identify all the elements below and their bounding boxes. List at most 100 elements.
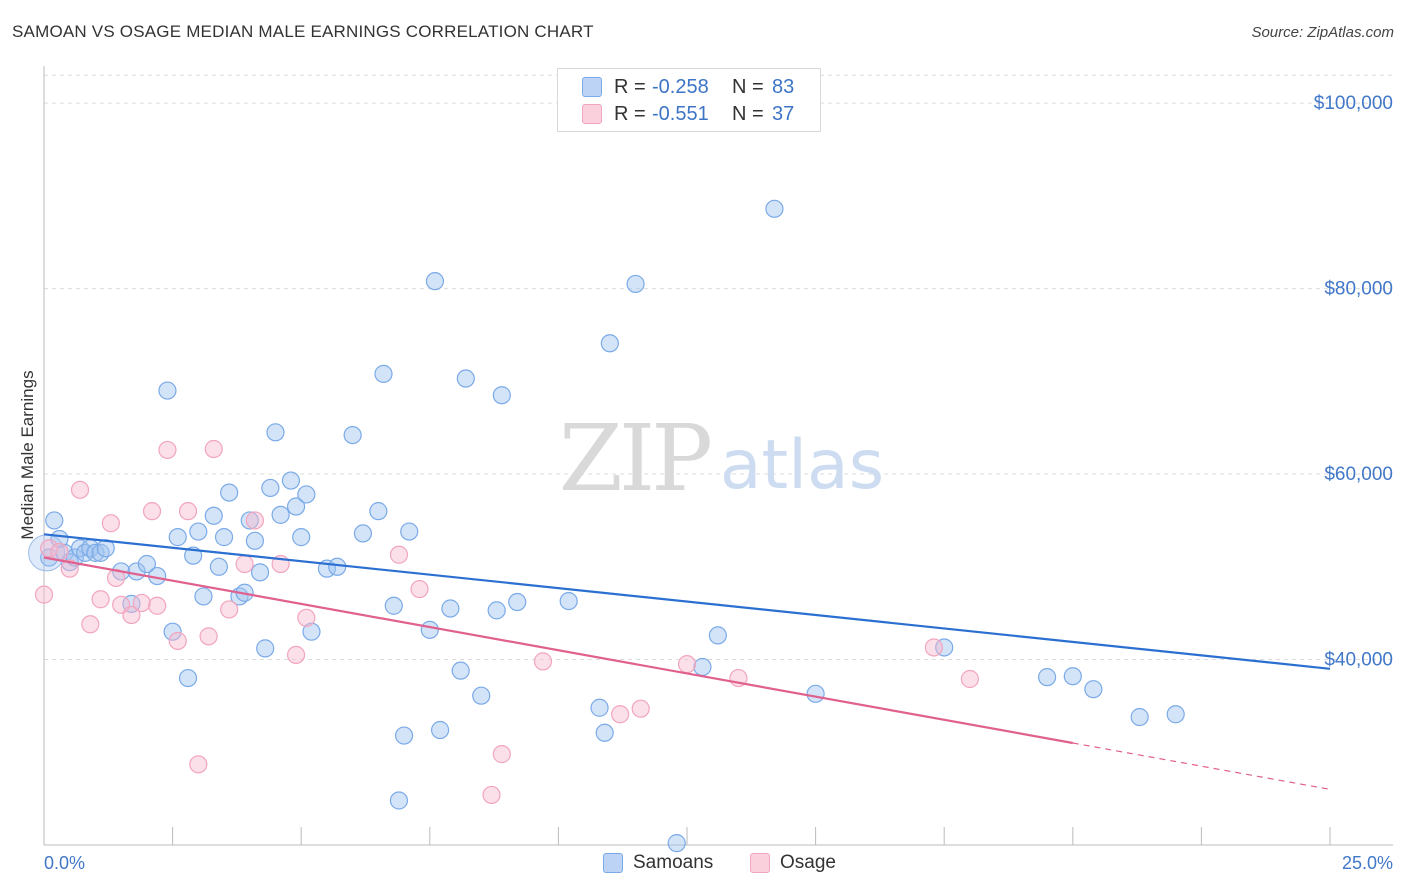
data-point-samoans bbox=[168, 528, 187, 547]
trend-line-osage-extension bbox=[1072, 742, 1331, 790]
data-point-samoans bbox=[343, 425, 362, 445]
data-point-osage bbox=[50, 542, 69, 562]
trend-line-osage bbox=[43, 556, 1073, 745]
data-point-samoans bbox=[271, 505, 290, 524]
trend-lines bbox=[43, 533, 1331, 790]
data-point-osage bbox=[101, 514, 120, 533]
data-point-osage bbox=[482, 785, 501, 805]
data-point-samoans bbox=[220, 483, 239, 502]
data-point-osage bbox=[189, 755, 208, 774]
series-samoans-points bbox=[28, 199, 1185, 853]
legend-item-samoans[interactable]: Samoans bbox=[603, 852, 713, 874]
data-point-samoans bbox=[158, 381, 177, 400]
data-point-osage bbox=[91, 590, 110, 609]
data-point-osage bbox=[533, 652, 553, 671]
data-point-osage bbox=[34, 585, 54, 604]
data-point-samoans bbox=[389, 791, 409, 810]
data-point-osage bbox=[410, 579, 429, 599]
data-point-osage bbox=[178, 502, 198, 521]
data-point-samoans bbox=[292, 528, 311, 547]
data-point-samoans bbox=[240, 511, 259, 530]
data-point-samoans bbox=[209, 557, 228, 576]
legend-label-samoans: Samoans bbox=[633, 852, 714, 873]
legend-swatch-osage bbox=[750, 853, 770, 873]
x-tick-label-max: 25.0% bbox=[1342, 853, 1393, 873]
data-point-osage bbox=[297, 608, 316, 627]
data-point-samoans bbox=[189, 522, 208, 541]
legend-n-value: 83 bbox=[772, 75, 795, 98]
data-point-samoans bbox=[487, 601, 506, 620]
data-point-samoans bbox=[394, 726, 414, 745]
data-point-samoans bbox=[693, 657, 712, 677]
legend-label-osage: Osage bbox=[780, 852, 836, 873]
data-point-samoans bbox=[328, 557, 347, 576]
data-point-samoans bbox=[508, 592, 527, 612]
data-point-osage bbox=[677, 655, 697, 674]
data-point-samoans bbox=[204, 506, 223, 525]
data-point-samoans bbox=[425, 272, 445, 291]
data-point-samoans bbox=[935, 638, 954, 657]
data-point-samoans bbox=[626, 274, 645, 294]
data-point-samoans bbox=[266, 423, 285, 442]
data-point-samoans bbox=[250, 563, 270, 582]
data-point-osage bbox=[40, 539, 59, 558]
data-point-samoans bbox=[420, 620, 439, 639]
series-osage-points bbox=[34, 439, 980, 805]
data-point-samoans bbox=[1130, 707, 1149, 727]
data-point-osage bbox=[220, 600, 239, 619]
watermark-atlas: atlas bbox=[720, 426, 884, 505]
x-tick-label-min: 0.0% bbox=[44, 853, 85, 873]
legend-item-osage[interactable]: Osage bbox=[750, 852, 836, 874]
data-point-samoans bbox=[806, 684, 825, 703]
legend-r-value: -0.258 bbox=[652, 75, 709, 98]
data-point-samoans bbox=[261, 478, 280, 498]
data-point-samoans bbox=[451, 661, 470, 680]
data-point-samoans bbox=[600, 334, 619, 353]
data-point-samoans bbox=[492, 386, 511, 405]
source-label: Source: ZipAtlas.com bbox=[1251, 24, 1394, 41]
data-point-samoans bbox=[765, 199, 784, 218]
data-point-samoans bbox=[245, 531, 265, 550]
watermark-zip: ZIP bbox=[559, 405, 710, 512]
data-point-osage bbox=[286, 645, 306, 664]
legend-r-value: -0.551 bbox=[652, 102, 709, 125]
data-point-osage bbox=[148, 596, 167, 615]
legend-n-label: N = bbox=[732, 75, 764, 98]
data-point-samoans bbox=[559, 591, 578, 611]
data-point-osage bbox=[960, 669, 980, 689]
data-point-samoans bbox=[353, 524, 373, 543]
data-point-samoans bbox=[384, 596, 403, 615]
data-point-samoans bbox=[441, 599, 460, 618]
data-point-samoans bbox=[667, 834, 686, 853]
y-tick-label: $80,000 bbox=[1324, 279, 1393, 300]
legend-n-label: N = bbox=[732, 102, 764, 125]
data-point-samoans bbox=[472, 686, 491, 705]
watermark: ZIP atlas bbox=[559, 405, 884, 512]
data-point-samoans bbox=[256, 639, 275, 658]
legend-r-label: R = bbox=[614, 102, 646, 125]
data-point-osage bbox=[631, 699, 650, 718]
legend-swatch-osage bbox=[582, 104, 602, 124]
data-point-osage bbox=[132, 593, 151, 613]
data-point-samoans bbox=[369, 502, 388, 521]
data-point-osage bbox=[204, 439, 223, 459]
data-point-samoans bbox=[178, 668, 198, 688]
data-point-samoans bbox=[286, 497, 306, 516]
data-point-samoans bbox=[1037, 668, 1057, 687]
data-point-samoans bbox=[1084, 680, 1103, 699]
data-point-osage bbox=[924, 638, 944, 657]
data-point-osage bbox=[158, 440, 177, 460]
data-point-samoans bbox=[590, 698, 609, 717]
series-legend: Samoans Osage bbox=[0, 852, 1406, 878]
correlation-legend: R = -0.258 N = 83 R = -0.551 N = 37 bbox=[557, 68, 821, 132]
y-tick-labels: $40,000 $60,000 $80,000 $100,000 bbox=[1314, 93, 1393, 670]
data-point-samoans bbox=[708, 626, 727, 645]
data-point-samoans bbox=[302, 622, 321, 641]
data-point-samoans bbox=[281, 471, 301, 490]
data-point-osage bbox=[492, 745, 511, 764]
trend-line-samoans bbox=[43, 533, 1331, 670]
legend-row-osage: R = -0.551 N = 37 bbox=[558, 100, 794, 128]
legend-n-value: 37 bbox=[772, 102, 795, 125]
data-point-samoans bbox=[194, 587, 213, 606]
